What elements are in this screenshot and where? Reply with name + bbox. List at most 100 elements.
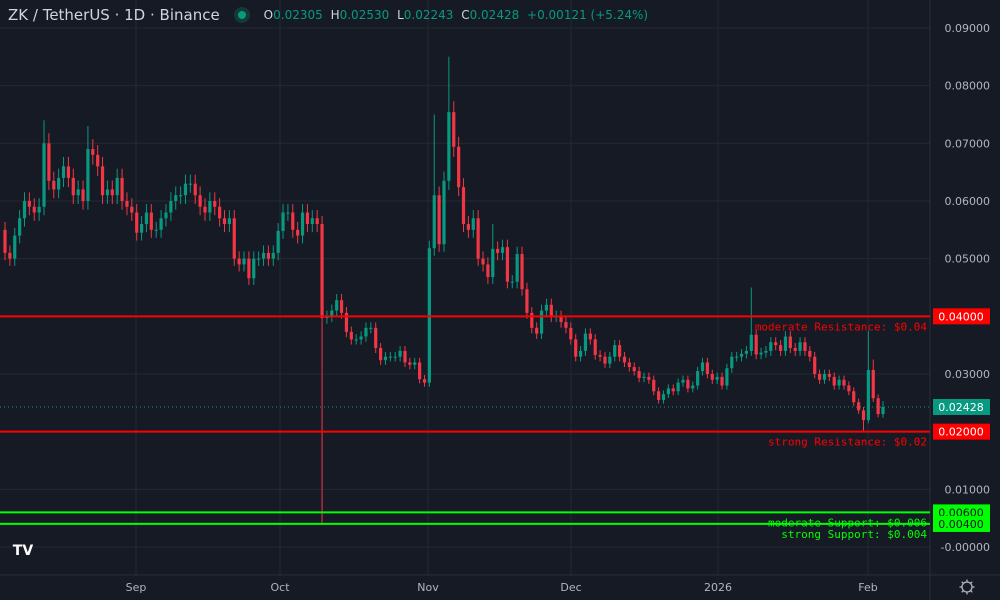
- candle: [549, 298, 553, 323]
- candle: [291, 204, 295, 238]
- candle: [452, 101, 456, 157]
- candle: [149, 204, 153, 238]
- candle-body: [700, 362, 705, 372]
- candle-body: [203, 206, 207, 213]
- candle-body: [715, 376, 719, 380]
- candle-body: [476, 218, 480, 259]
- candle-body: [130, 206, 134, 213]
- candle-body: [247, 258, 251, 279]
- candle: [754, 329, 758, 360]
- gear-icon[interactable]: [961, 581, 973, 593]
- candle: [481, 251, 485, 272]
- candle: [837, 375, 841, 390]
- candle-body: [27, 200, 31, 207]
- candle: [169, 192, 173, 221]
- candle-body: [486, 264, 490, 278]
- candle-body: [861, 410, 866, 421]
- candle: [300, 204, 305, 244]
- gear-icon-tooth: [970, 590, 973, 593]
- candle: [759, 347, 763, 360]
- candle-body: [569, 327, 573, 340]
- candle-body: [515, 254, 519, 282]
- candle-body: [349, 331, 353, 340]
- candle-body: [344, 312, 349, 332]
- candle-body: [242, 258, 246, 265]
- candle-body: [369, 327, 373, 329]
- open-value: 0.02305: [273, 8, 323, 22]
- candle: [413, 357, 417, 370]
- candle: [793, 343, 797, 356]
- candle: [500, 239, 505, 261]
- symbol-title[interactable]: ZK / TetherUS · 1D · Binance: [8, 6, 220, 24]
- candle: [208, 192, 212, 221]
- candle: [774, 337, 778, 351]
- candle-body: [315, 218, 319, 225]
- candle: [447, 56, 451, 190]
- candle-body: [359, 336, 363, 340]
- candle-body: [657, 391, 661, 400]
- candle: [471, 210, 475, 238]
- candle-body: [105, 189, 110, 196]
- candle: [281, 204, 285, 239]
- candle-body: [252, 258, 256, 279]
- candle: [139, 215, 144, 241]
- candle: [66, 156, 71, 188]
- candle-body: [198, 195, 202, 207]
- candle: [798, 337, 802, 356]
- support-label: strong Support: $0.004: [781, 528, 927, 541]
- candle: [213, 192, 217, 216]
- candle: [847, 381, 851, 396]
- candle-body: [42, 143, 46, 207]
- candle: [769, 337, 773, 356]
- candle-body: [237, 258, 241, 265]
- candle-body: [364, 327, 368, 337]
- candle: [193, 174, 197, 205]
- candle: [242, 251, 246, 272]
- candle-body: [61, 166, 66, 178]
- candle-body: [735, 356, 739, 358]
- candle-body: [876, 398, 880, 415]
- candle-body: [691, 385, 695, 389]
- candle: [359, 331, 363, 345]
- candle: [637, 366, 641, 383]
- candle-body: [37, 206, 41, 213]
- candle: [618, 340, 622, 362]
- candle: [432, 114, 436, 256]
- candle: [57, 168, 61, 199]
- candle: [691, 381, 695, 393]
- candle: [232, 210, 236, 266]
- candle-body: [154, 229, 158, 231]
- candle-body: [500, 247, 505, 253]
- candle: [632, 362, 636, 376]
- candle: [105, 180, 110, 205]
- candle: [310, 210, 314, 233]
- candle-body: [8, 252, 12, 259]
- candle-body: [613, 345, 617, 357]
- candle: [422, 374, 427, 387]
- candle: [378, 343, 383, 365]
- candle: [125, 192, 129, 216]
- candle-body: [603, 356, 607, 364]
- candle-body: [593, 339, 597, 355]
- candle: [613, 340, 617, 362]
- candle-body: [710, 373, 714, 380]
- candle-body: [305, 212, 310, 225]
- time-tick-label: Sep: [126, 581, 147, 594]
- candle-body: [81, 189, 85, 201]
- candle: [237, 251, 241, 272]
- candle-body: [774, 342, 778, 346]
- candle-body: [408, 362, 412, 365]
- candle-body: [539, 310, 544, 334]
- high-value: 0.02530: [339, 8, 390, 22]
- candle-body: [47, 143, 51, 181]
- candle: [588, 328, 592, 345]
- candle: [8, 245, 12, 266]
- candle-body: [227, 218, 231, 225]
- candle-body: [300, 212, 305, 236]
- candle-body: [276, 230, 280, 253]
- candle: [647, 372, 651, 384]
- candle-body: [749, 334, 753, 351]
- candle: [398, 346, 402, 362]
- candle: [744, 346, 749, 359]
